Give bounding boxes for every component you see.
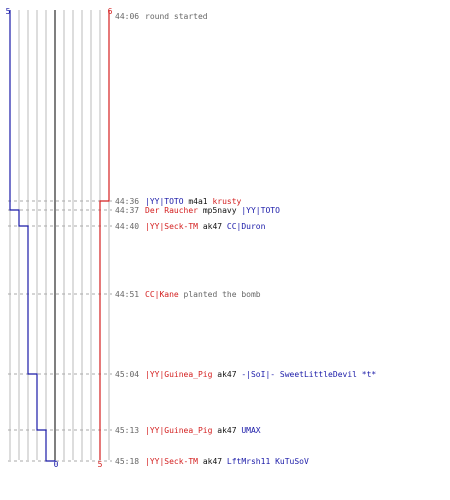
event-row: 44:37 Der Raucher mp5navy |YY|TOTO [115,206,280,215]
event-message: round started [145,12,208,21]
timeline-grid [8,10,112,462]
team-a-alive-line [9,10,56,462]
event-time: 45:04 [115,370,139,379]
event-text: |YY|Guinea_Pig ak47 UMAX [145,426,261,435]
event-actor: CC|Kane [145,290,179,299]
event-time: 45:13 [115,426,139,435]
event-weapon: ak47 [203,457,222,466]
event-time: 44:51 [115,290,139,299]
event-row: 44:06 round started [115,12,208,21]
event-row: 44:36 |YY|TOTO m4a1 krusty [115,197,242,206]
event-killer: |YY|TOTO [145,197,184,206]
event-victim: |YY|TOTO [241,206,280,215]
event-victim: CC|Duron [227,222,266,231]
event-text: |YY|Guinea_Pig ak47 -|SoI|- SweetLittleD… [145,370,376,379]
event-weapon: ak47 [217,370,236,379]
event-row: 45:13 |YY|Guinea_Pig ak47 UMAX [115,426,261,435]
event-time: 44:36 [115,197,139,206]
event-weapon: ak47 [217,426,236,435]
event-victim: UMAX [241,426,260,435]
event-row: 45:04 |YY|Guinea_Pig ak47 -|SoI|- SweetLi… [115,370,376,379]
event-time: 44:06 [115,12,139,21]
team-a-end-count: 0 [54,460,59,469]
event-killer: |YY|Guinea_Pig [145,370,213,379]
event-victim: krusty [212,197,241,206]
event-time: 44:37 [115,206,139,215]
event-time: 44:40 [115,222,139,231]
event-killer: |YY|Seck-TM [145,222,198,231]
event-weapon: mp5navy [203,206,237,215]
event-killer: |YY|Guinea_Pig [145,426,213,435]
event-victim: -|SoI|- SweetLittleDevil *t* [241,370,376,379]
event-weapon: m4a1 [188,197,207,206]
event-row: 44:40 |YY|Seck-TM ak47 CC|Duron [115,222,266,231]
team-b-start-count: 6 [108,7,113,16]
event-weapon: ak47 [203,222,222,231]
event-text: CC|Kane planted the bomb [145,290,261,299]
event-killer: |YY|Seck-TM [145,457,198,466]
event-text: |YY|TOTO m4a1 krusty [145,197,242,206]
team-alive-lines [9,10,110,462]
event-text: round started [145,12,208,21]
event-text: Der Raucher mp5navy |YY|TOTO [145,206,280,215]
event-victim: LftMrsh11 KuTuSoV [227,457,309,466]
event-text: |YY|Seck-TM ak47 LftMrsh11 KuTuSoV [145,457,309,466]
team-b-alive-line [99,10,110,460]
event-row: 44:51 CC|Kane planted the bomb [115,290,261,299]
event-text: |YY|Seck-TM ak47 CC|Duron [145,222,266,231]
event-time: 45:18 [115,457,139,466]
team-b-end-count: 5 [98,460,103,469]
event-killer: Der Raucher [145,206,198,215]
event-log: 44:06 round started 44:36 |YY|TOTO m4a1 kru… [115,12,376,466]
event-message: planted the bomb [184,290,261,299]
team-a-start-count: 5 [6,7,11,16]
event-row: 45:18 |YY|Seck-TM ak47 LftMrsh11 KuTuSoV [115,457,309,466]
